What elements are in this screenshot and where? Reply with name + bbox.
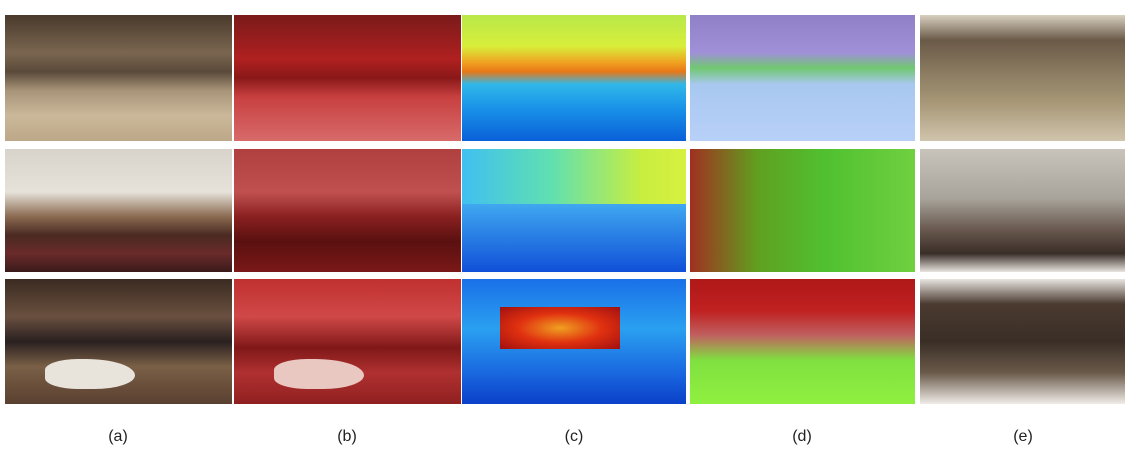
figure: (a) (b) (c) (d) (e) (() => { const data … <box>0 0 1129 454</box>
recon-ballroom <box>920 279 1125 404</box>
normal-auditorium <box>690 15 915 141</box>
overlay-chamber <box>234 149 461 272</box>
depth-auditorium <box>462 15 686 141</box>
photo-auditorium <box>5 15 232 141</box>
depth-floor <box>462 204 686 272</box>
column-label: (e) <box>993 428 1053 446</box>
recon-chamber <box>920 149 1125 272</box>
column-label: (a) <box>88 428 148 446</box>
overlay-auditorium <box>234 15 461 141</box>
column-label: (b) <box>317 428 377 446</box>
depth-ballroom <box>462 279 686 404</box>
depth-chamber <box>462 149 686 272</box>
table-shape <box>274 359 364 389</box>
normal-ballroom <box>690 279 915 404</box>
photo-chamber <box>5 149 232 272</box>
depth-far-wall <box>500 307 620 349</box>
photo-ballroom <box>5 279 232 404</box>
overlay-ballroom <box>234 279 461 404</box>
table-shape <box>45 359 135 389</box>
recon-auditorium <box>920 15 1125 141</box>
normal-chamber <box>690 149 915 272</box>
column-label: (c) <box>544 428 604 446</box>
column-label: (d) <box>772 428 832 446</box>
